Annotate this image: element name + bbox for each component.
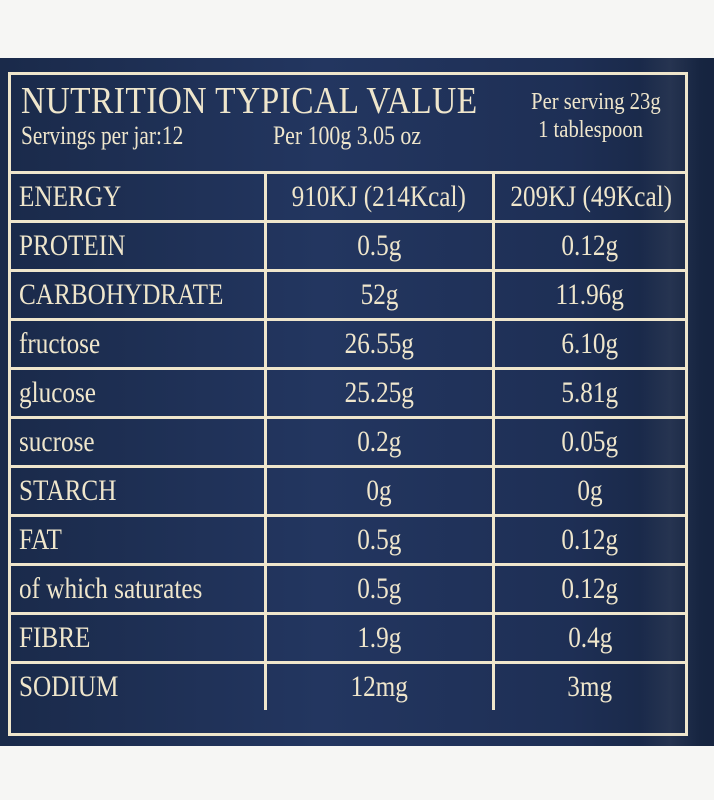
per-serving-value: 11.96g xyxy=(555,278,624,311)
table-row: FIBRE 1.9g 0.4g xyxy=(11,612,685,664)
nutrient-name: of which saturates xyxy=(19,572,203,605)
table-row: CARBOHYDRATE 52g 11.96g xyxy=(11,269,685,321)
nutrient-name: ENERGY xyxy=(19,180,122,213)
per-serving-value: 6.10g xyxy=(561,327,619,360)
per-serving-value: 0.12g xyxy=(561,523,619,556)
table-row: glucose 25.25g 5.81g xyxy=(11,367,685,419)
per-serving-label: Per serving 23g xyxy=(531,89,661,115)
per-100g-value: 910KJ (214Kcal) xyxy=(291,180,467,213)
table-row: sucrose 0.2g 0.05g xyxy=(11,416,685,468)
nutrient-name: FIBRE xyxy=(19,621,91,654)
nutrition-table: ENERGY 910KJ (214Kcal) 209KJ (49Kcal) PR… xyxy=(11,171,685,710)
per-100g-value: 0.5g xyxy=(356,572,402,605)
per-100g-value: 26.55g xyxy=(344,327,414,360)
table-row: fructose 26.55g 6.10g xyxy=(11,318,685,370)
per-serving-value: 0.4g xyxy=(567,621,612,654)
nutrient-name: CARBOHYDRATE xyxy=(19,278,224,311)
per-100g-value: 12mg xyxy=(350,670,408,703)
nutrient-name: PROTEIN xyxy=(19,229,126,262)
table-row: FAT 0.5g 0.12g xyxy=(11,514,685,566)
table-row: of which saturates 0.5g 0.12g xyxy=(11,563,685,615)
per-serving-value: 5.81g xyxy=(561,376,619,409)
per-100g-value: 1.9g xyxy=(356,621,402,654)
per-100g-value: 0.5g xyxy=(356,229,402,262)
per-100g-label: Per 100g 3.05 oz xyxy=(273,121,422,150)
per-100g-value: 0.2g xyxy=(356,425,402,458)
table-row: STARCH 0g 0g xyxy=(11,465,685,517)
per-serving-value: 0g xyxy=(577,474,603,507)
nutrient-name: fructose xyxy=(19,327,101,360)
per-100g-value: 25.25g xyxy=(344,376,414,409)
tablespoon-label: 1 tablespoon xyxy=(538,117,643,143)
table-row: PROTEIN 0.5g 0.12g xyxy=(11,220,685,272)
table-row: SODIUM 12mg 3mg xyxy=(11,661,685,710)
nutrient-name: glucose xyxy=(19,376,96,409)
per-100g-value: 0g xyxy=(366,474,392,507)
nutrient-name: STARCH xyxy=(19,474,117,507)
per-serving-value: 0.12g xyxy=(561,572,619,605)
nutrition-header: NUTRITION TYPICAL VALUE Per serving 23g … xyxy=(11,75,685,171)
per-serving-value: 0.05g xyxy=(561,425,619,458)
table-row: ENERGY 910KJ (214Kcal) 209KJ (49Kcal) xyxy=(11,171,685,223)
per-100g-value: 52g xyxy=(360,278,398,311)
per-serving-value: 209KJ (49Kcal) xyxy=(509,180,672,213)
nutrient-name: SODIUM xyxy=(19,670,119,703)
per-serving-value: 0.12g xyxy=(561,229,619,262)
per-100g-value: 0.5g xyxy=(356,523,402,556)
servings-per-jar: Servings per jar:12 xyxy=(21,121,184,150)
nutrition-title: NUTRITION TYPICAL VALUE xyxy=(21,80,478,122)
nutrition-panel: NUTRITION TYPICAL VALUE Per serving 23g … xyxy=(8,72,688,736)
per-serving-value: 3mg xyxy=(567,670,613,703)
nutrient-name: FAT xyxy=(19,523,62,556)
nutrient-name: sucrose xyxy=(19,425,95,458)
